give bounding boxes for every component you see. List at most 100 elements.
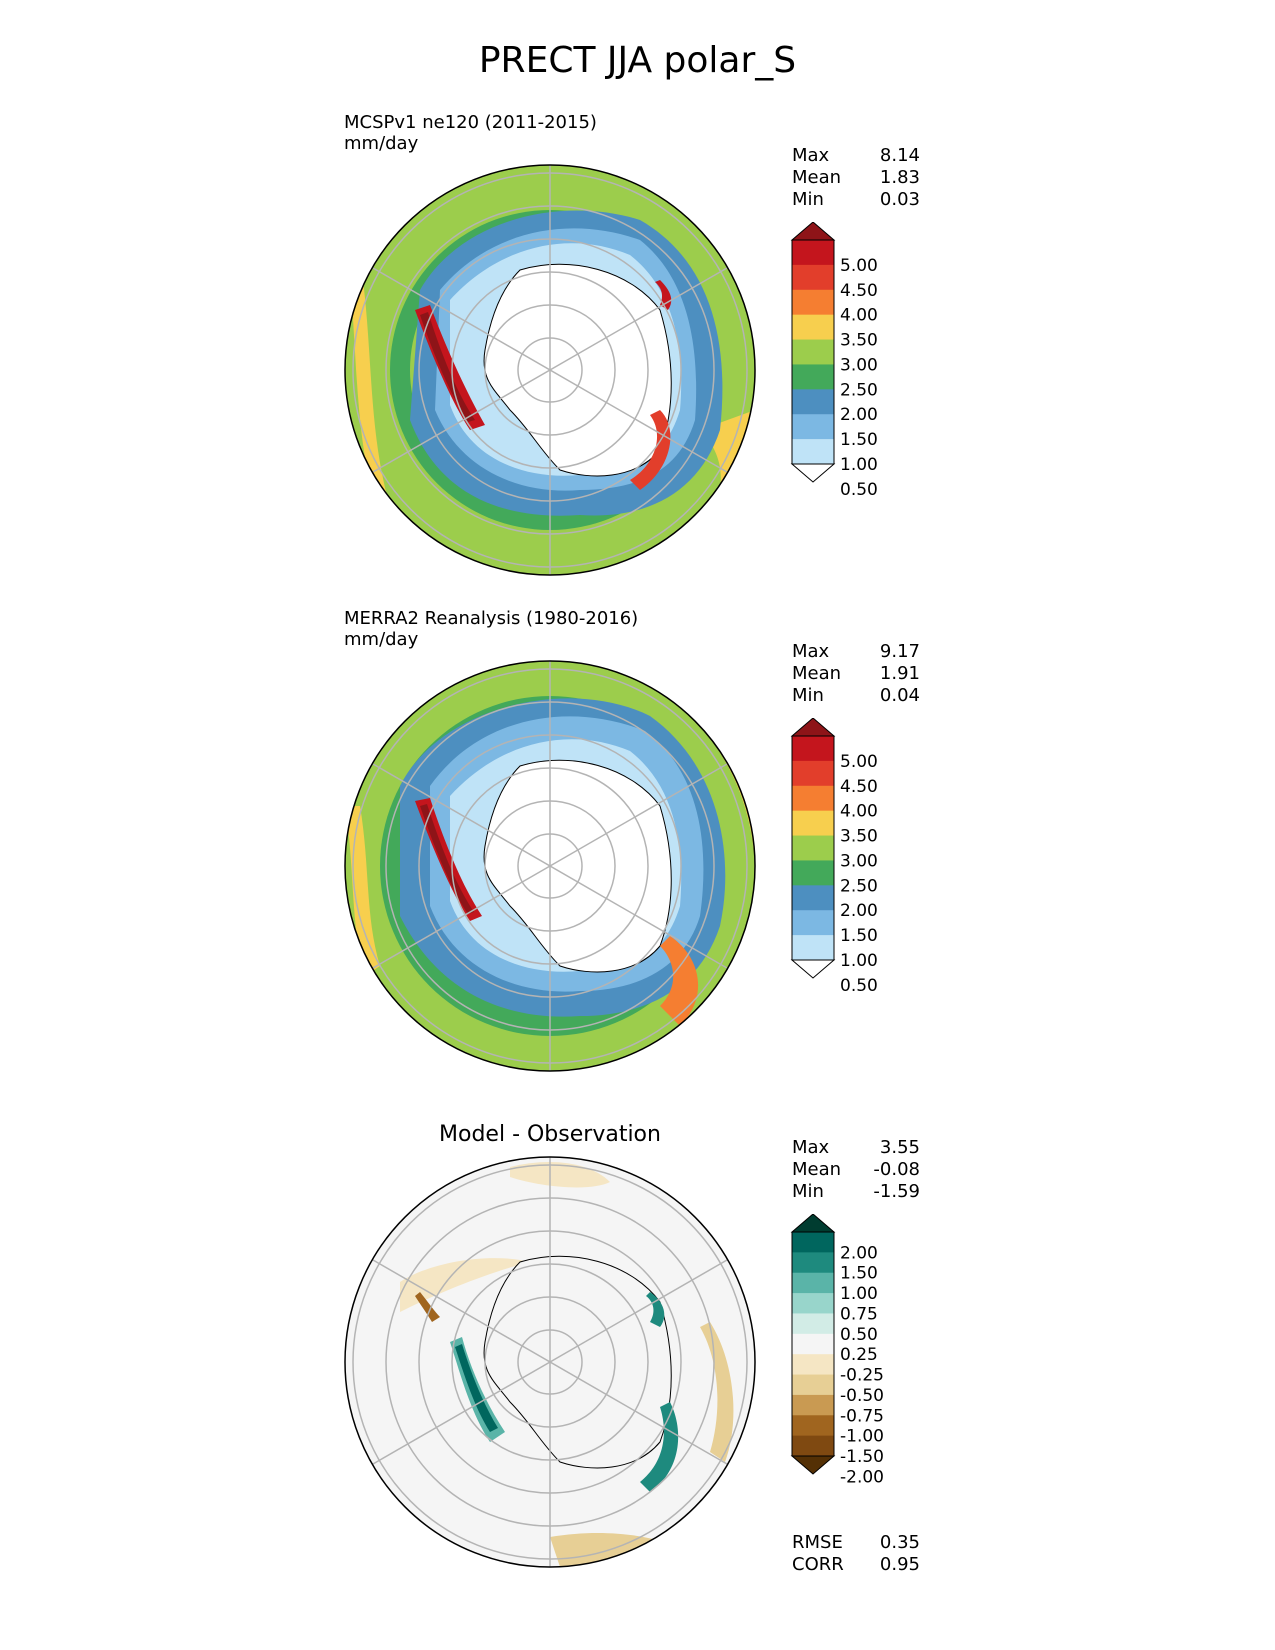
colorbar-tick-label: 4.50 bbox=[840, 777, 878, 797]
diff-positive-region bbox=[455, 1344, 498, 1432]
colorbar-tick-label: 2.00 bbox=[840, 405, 878, 425]
graticule bbox=[352, 1157, 748, 1567]
colorbar-tick-label: 2.50 bbox=[840, 380, 878, 400]
colorbar-segment bbox=[792, 785, 834, 812]
panel-3-map bbox=[344, 1156, 756, 1568]
colorbar-tick-label: 5.00 bbox=[840, 256, 878, 276]
colorbar-segment bbox=[792, 364, 834, 390]
precip-max-region bbox=[420, 804, 474, 914]
panel-1-colorbar: 5.00 4.50 4.00 3.50 3.00 2.50 2.00 1.50 1.00 0.50 bbox=[790, 222, 878, 500]
colorbar-tick-label: 0.50 bbox=[840, 1325, 878, 1345]
stat-value: 1.83 bbox=[879, 167, 920, 188]
colorbar-segment bbox=[792, 389, 834, 415]
colorbar-tick-label: 1.00 bbox=[840, 455, 878, 475]
colorbar-tick-label: 0.25 bbox=[840, 1345, 878, 1365]
colorbar-segment bbox=[792, 289, 834, 316]
colorbar-segment bbox=[792, 760, 834, 787]
stat-label: Max bbox=[792, 641, 830, 662]
panel-1-stats: Max 8.14 Mean 1.83 Min 0.03 bbox=[792, 145, 920, 211]
stat-label: Mean bbox=[792, 167, 842, 188]
antarctica-continent bbox=[483, 1255, 672, 1469]
colorbar-segment bbox=[792, 1232, 834, 1253]
colorbar-segment bbox=[792, 1374, 834, 1396]
stat-value: 0.04 bbox=[879, 685, 920, 706]
colorbar-extend-top bbox=[790, 222, 836, 241]
panel-2-map bbox=[344, 660, 756, 1072]
colorbar-segment bbox=[792, 885, 834, 911]
colorbar-tick-label: 2.50 bbox=[840, 876, 878, 896]
colorbar-segment bbox=[792, 414, 834, 440]
colorbar-labels: 5.00 4.50 4.00 3.50 3.00 2.50 2.00 1.50 1.00 0.50 bbox=[840, 752, 878, 996]
panel-2-units: mm/day bbox=[344, 629, 419, 650]
precip-high-region bbox=[660, 936, 699, 1026]
colorbar-tick-label: -0.25 bbox=[840, 1366, 884, 1386]
colorbar-segment bbox=[792, 1293, 834, 1314]
colorbar-segment bbox=[792, 736, 834, 762]
colorbar-segment bbox=[792, 835, 834, 861]
colorbar-segment bbox=[792, 860, 834, 886]
colorbar-segment bbox=[792, 240, 834, 266]
colorbar-labels: 5.00 4.50 4.00 3.50 3.00 2.50 2.00 1.50 1.00 0.50 bbox=[840, 256, 878, 500]
colorbar-segments bbox=[790, 1214, 836, 1475]
colorbar-tick-label: -1.50 bbox=[840, 1447, 884, 1467]
stat-label: Max bbox=[792, 145, 830, 166]
panel-2-title: MERRA2 Reanalysis (1980-2016) bbox=[344, 608, 639, 629]
colorbar-tick-label: 2.00 bbox=[840, 901, 878, 921]
colorbar-extend-top bbox=[790, 718, 836, 737]
antarctica-continent bbox=[483, 759, 672, 973]
graticule bbox=[352, 165, 748, 575]
colorbar-segments bbox=[790, 222, 836, 483]
graticule bbox=[352, 661, 748, 1071]
colorbar-segment bbox=[792, 439, 834, 465]
diff-region bbox=[550, 1532, 690, 1567]
colorbar-tick-label: -1.00 bbox=[840, 1427, 884, 1447]
precip-max-region bbox=[420, 312, 475, 422]
colorbar-extend-bottom bbox=[790, 463, 836, 483]
panel-1-map bbox=[344, 164, 756, 576]
colorbar-segment bbox=[792, 935, 834, 961]
map-boundary bbox=[344, 1156, 756, 1568]
stat-label: Min bbox=[792, 685, 824, 706]
colorbar-tick-label: -0.75 bbox=[840, 1406, 884, 1426]
panel-1-units: mm/day bbox=[344, 133, 419, 154]
colorbar-segment bbox=[792, 1354, 834, 1376]
colorbar-segment bbox=[792, 910, 834, 936]
colorbar-tick-label: 3.50 bbox=[840, 827, 878, 847]
metric-value: 0.95 bbox=[879, 1554, 920, 1575]
stat-value: 9.17 bbox=[879, 641, 920, 662]
colorbar-segment bbox=[792, 1435, 834, 1457]
metric-value: 0.35 bbox=[879, 1532, 920, 1553]
colorbar-outline bbox=[791, 239, 835, 465]
colorbar-tick-label: 3.00 bbox=[840, 355, 878, 375]
diff-positive-region bbox=[646, 1292, 665, 1327]
colorbar-segment bbox=[792, 314, 834, 341]
colorbar-labels: 2.001.501.000.750.500.25-0.25-0.50-0.75-… bbox=[840, 1243, 884, 1487]
panel-2-colorbar: 5.00 4.50 4.00 3.50 3.00 2.50 2.00 1.50 1.00 0.50 bbox=[790, 718, 878, 996]
colorbar-tick-label: -2.00 bbox=[840, 1467, 884, 1487]
metric-label: RMSE bbox=[792, 1532, 843, 1553]
colorbar-segment bbox=[792, 1394, 834, 1416]
panel-3-metrics: RMSE 0.35 CORR 0.95 bbox=[792, 1532, 920, 1576]
colorbar-extend-top bbox=[790, 1214, 836, 1233]
colorbar-tick-label: 2.00 bbox=[840, 1243, 878, 1263]
colorbar-tick-label: 4.00 bbox=[840, 306, 878, 326]
colorbar-tick-label: 1.00 bbox=[840, 1284, 878, 1304]
diff-negative-region bbox=[415, 1292, 440, 1322]
map-boundary bbox=[344, 660, 756, 1072]
colorbar-tick-label: 1.50 bbox=[840, 926, 878, 946]
diff-region bbox=[700, 1322, 734, 1462]
precip-max-region bbox=[630, 410, 671, 490]
panel-3-stats: Max 3.55 Mean -0.08 Min -1.59 bbox=[792, 1137, 920, 1203]
stat-label: Mean bbox=[792, 1159, 842, 1180]
colorbar-tick-label: 1.50 bbox=[840, 430, 878, 450]
colorbar-segment bbox=[792, 810, 834, 837]
stat-value: 8.14 bbox=[879, 145, 920, 166]
stat-label: Min bbox=[792, 189, 824, 210]
colorbar-tick-label: 3.00 bbox=[840, 851, 878, 871]
panel-3-title: Model - Observation bbox=[439, 1122, 661, 1147]
panel-3-colorbar: 2.001.501.000.750.500.25-0.25-0.50-0.75-… bbox=[790, 1214, 884, 1487]
colorbar-segment bbox=[792, 1272, 834, 1294]
colorbar-tick-label: 0.75 bbox=[840, 1304, 878, 1324]
stat-label: Min bbox=[792, 1181, 824, 1202]
colorbar-extend-bottom bbox=[790, 959, 836, 979]
